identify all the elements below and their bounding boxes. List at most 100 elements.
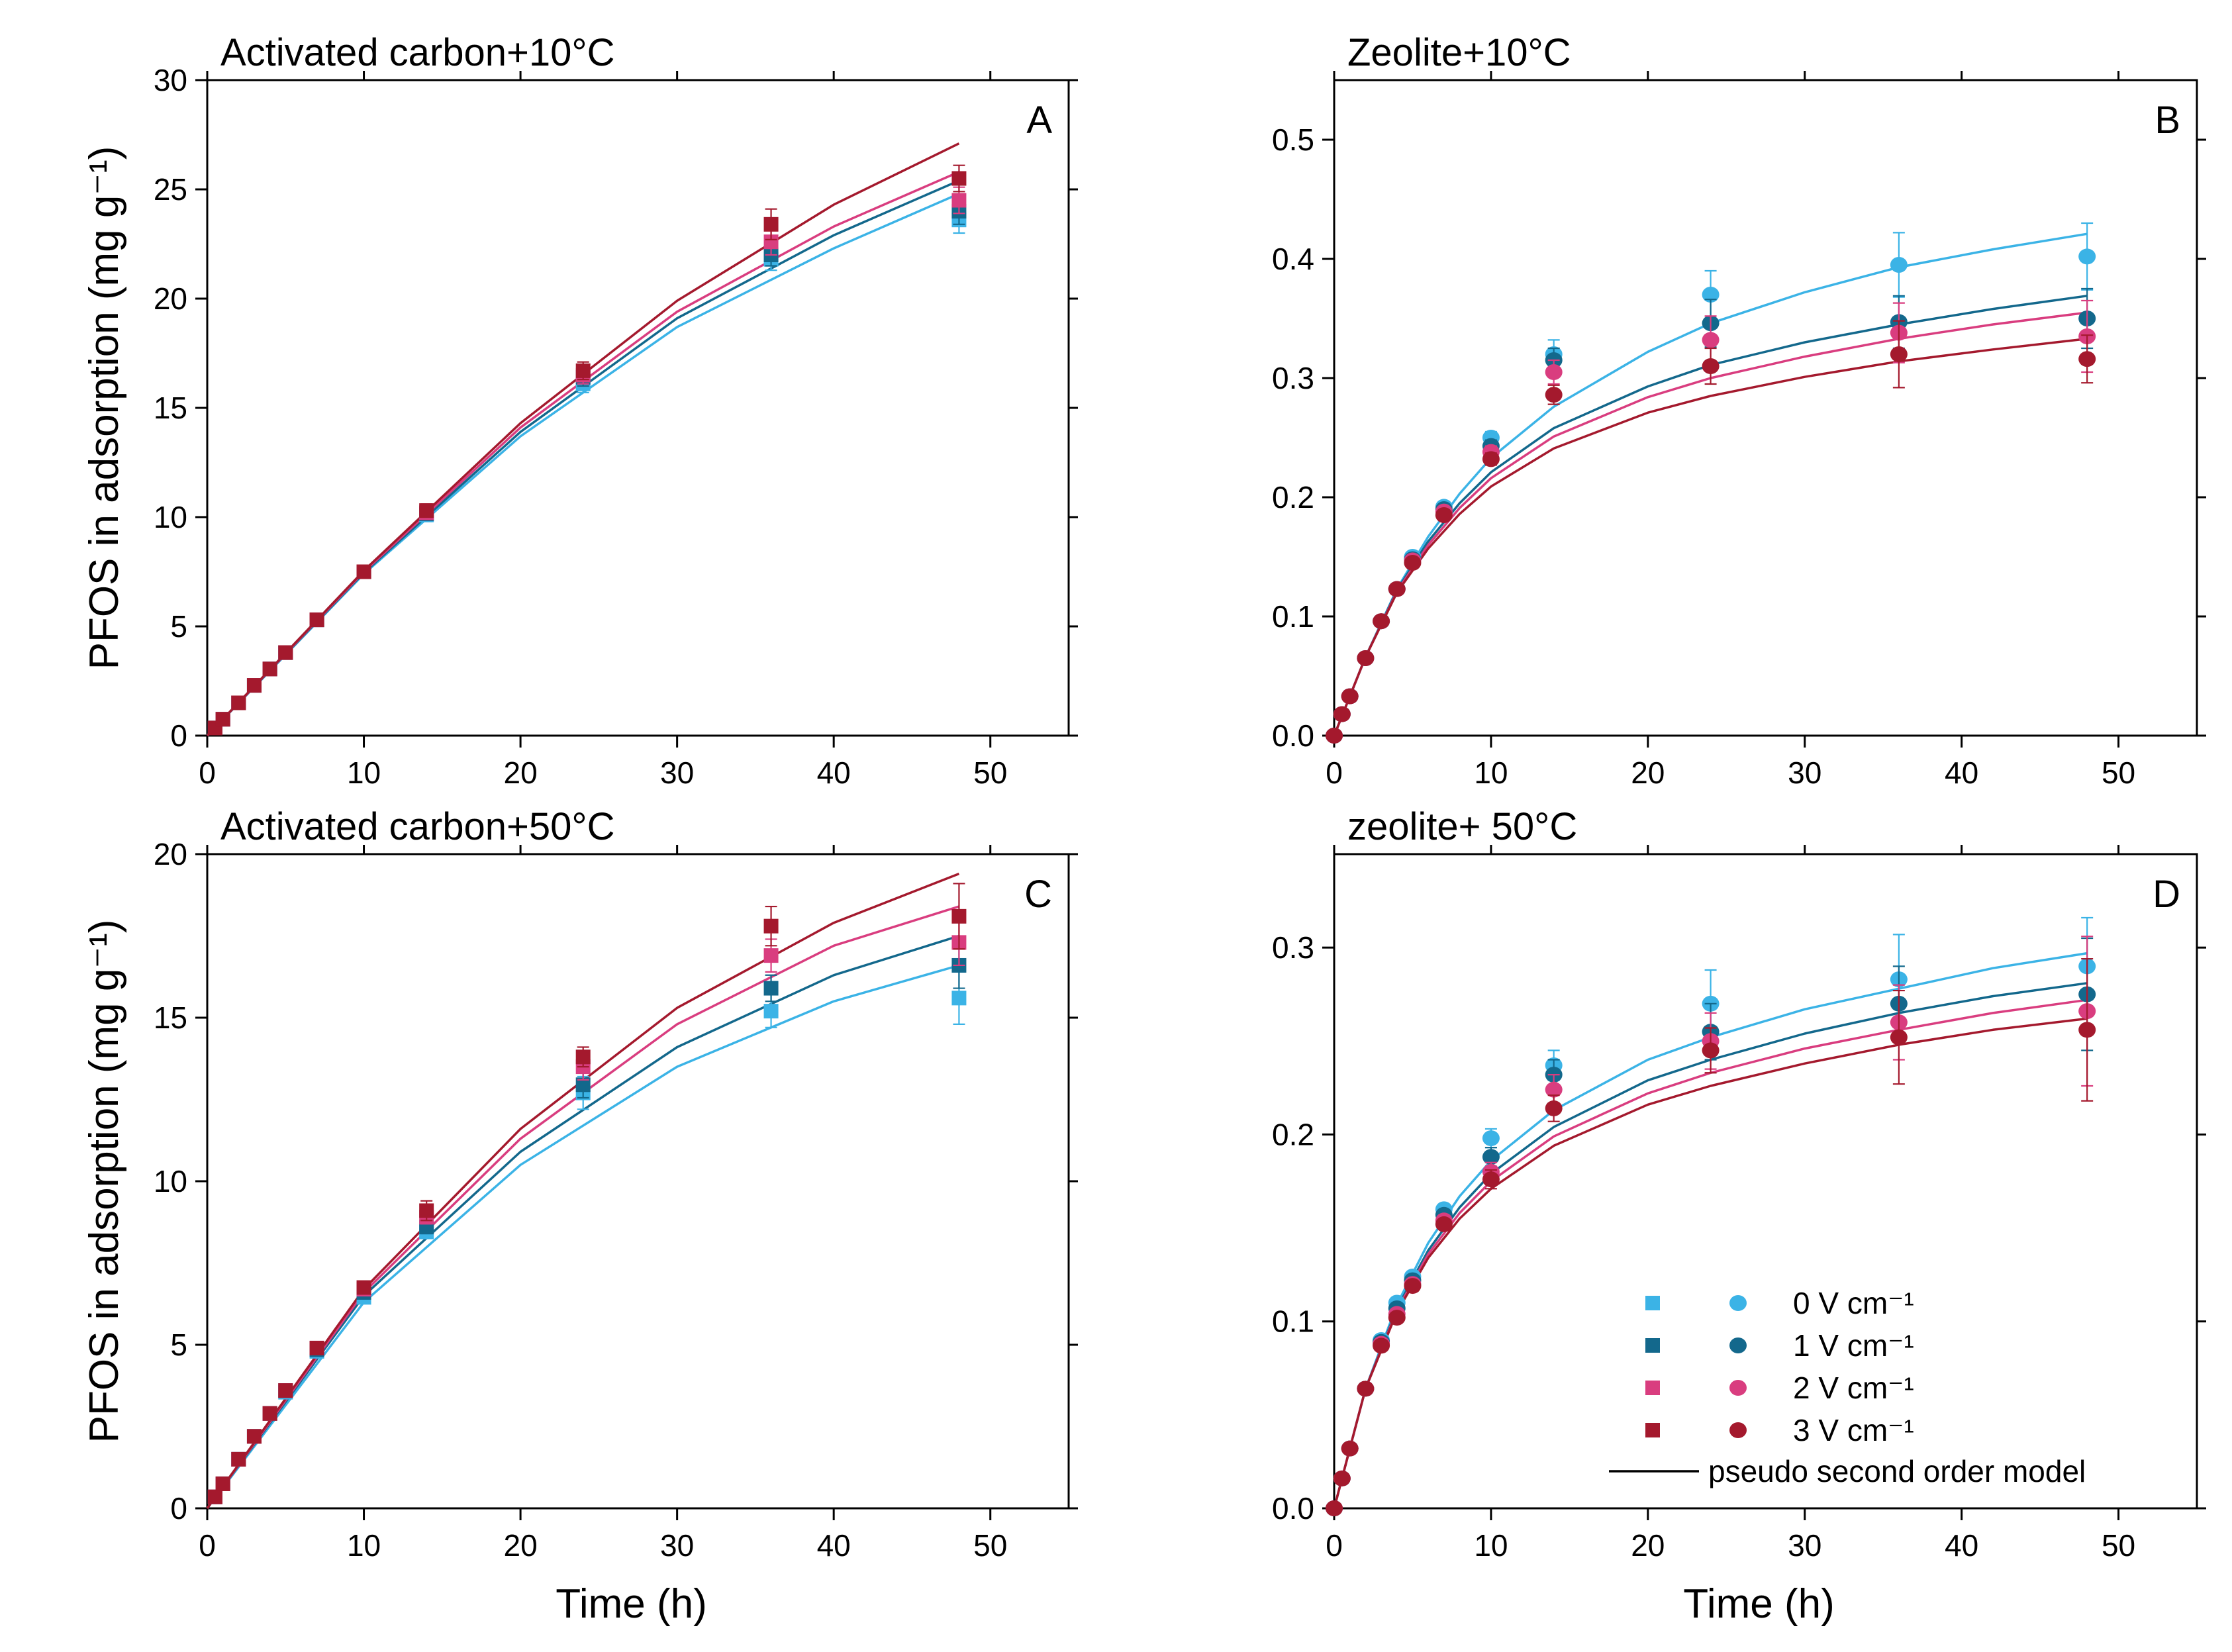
data-point-series-3 [2078, 351, 2096, 367]
data-point-series-3 [246, 1429, 262, 1444]
chart-title: Activated carbon+50°C [220, 805, 615, 848]
data-point-series-2 [951, 193, 967, 208]
y-tick-label: 5 [170, 609, 187, 644]
panel-letter: A [1026, 99, 1052, 142]
y-tick-label: 0.0 [1272, 1491, 1314, 1526]
x-tick-label: 30 [660, 755, 694, 790]
data-point-series-2 [1545, 1081, 1563, 1098]
x-tick-label: 10 [347, 755, 381, 790]
data-point-series-3 [951, 171, 967, 186]
data-point-series-0 [1702, 287, 1720, 303]
x-tick-label: 30 [1788, 755, 1821, 790]
y-tick-label: 0.0 [1272, 718, 1314, 753]
fit-line-series-2 [206, 905, 959, 1510]
panel-letter: C [1024, 873, 1052, 916]
data-point-series-3 [1388, 581, 1406, 597]
chart-title: Activated carbon+10°C [220, 31, 615, 74]
data-point-series-2 [763, 948, 779, 963]
legend-square-marker [1645, 1338, 1660, 1353]
data-point-series-3 [246, 678, 262, 693]
plot-frame [1333, 853, 2198, 1510]
legend-circle-marker [1729, 1295, 1747, 1311]
panel-a: 0 10 20 30 40 50 0 5 10 15 20 25 30 Activated carbon+… [81, 31, 1078, 790]
data-point-series-3 [309, 1340, 324, 1355]
x-tick-label: 20 [504, 1528, 538, 1563]
x-tick-label: 40 [1945, 755, 1978, 790]
data-point-series-3 [1373, 1337, 1390, 1354]
data-point-series-3 [575, 1049, 591, 1065]
x-tick-label: 20 [504, 755, 538, 790]
legend-label: 0 V cm⁻¹ [1793, 1286, 1914, 1320]
plot-frame [1333, 79, 2198, 737]
data-point-series-1 [763, 981, 779, 996]
x-tick-label: 30 [660, 1528, 694, 1563]
data-point-series-3 [309, 612, 324, 628]
x-tick-label: 20 [1631, 755, 1665, 790]
chart-title: zeolite+ 50°C [1347, 805, 1577, 848]
y-tick-label: 10 [154, 1164, 187, 1198]
y-tick-label: 0.4 [1272, 242, 1314, 276]
y-tick-label: 0.2 [1272, 480, 1314, 514]
data-point-series-3 [1435, 1216, 1453, 1232]
data-point-series-2 [1545, 364, 1563, 380]
data-point-series-3 [1482, 451, 1500, 467]
data-point-series-3 [356, 1280, 371, 1295]
data-point-series-2 [763, 234, 779, 250]
x-tick-label: 30 [1788, 1528, 1821, 1563]
legend-circle-marker [1729, 1380, 1747, 1396]
panel-d: 0 10 20 30 40 50 0.0 0.1 0.2 0.3 zeolite+ 50°C D Tim… [1272, 805, 2206, 1627]
data-point-series-3 [1545, 387, 1563, 403]
x-tick-label: 50 [2102, 1528, 2135, 1563]
data-point-series-0 [763, 1004, 779, 1019]
fit-line-series-1 [206, 934, 959, 1510]
data-point-series-3 [1388, 1310, 1406, 1326]
panel-b: 0 10 20 30 40 50 0.0 0.1 0.2 0.3 0.4 0.5 Zeolite+10°… [1272, 31, 2206, 790]
y-tick-label: 0.2 [1272, 1117, 1314, 1151]
data-point-series-3 [1341, 1440, 1359, 1457]
x-tick-label: 40 [817, 755, 851, 790]
data-point-series-3 [262, 661, 277, 677]
x-tick-label: 10 [1474, 1528, 1508, 1563]
legend-label: 3 V cm⁻¹ [1793, 1413, 1914, 1447]
legend-square-marker [1645, 1423, 1660, 1437]
legend-label: 2 V cm⁻¹ [1793, 1371, 1914, 1405]
data-point-series-3 [1435, 507, 1453, 523]
x-axis-label: Time (h) [1683, 1581, 1834, 1627]
data-point-series-1 [1482, 1149, 1500, 1165]
x-tick-label: 0 [199, 1528, 216, 1563]
data-point-series-0 [1890, 257, 1908, 273]
data-point-series-3 [207, 1489, 222, 1504]
y-tick-label: 20 [154, 837, 187, 871]
fit-line-series-3 [206, 142, 960, 737]
y-tick-label: 0.1 [1272, 599, 1314, 634]
data-point-series-3 [215, 712, 230, 727]
x-tick-label: 50 [973, 755, 1007, 790]
data-point-series-3 [1702, 1042, 1720, 1059]
data-point-series-3 [215, 1476, 230, 1491]
data-point-series-1 [575, 1077, 591, 1093]
data-point-series-3 [763, 217, 779, 232]
x-tick-label: 10 [1474, 755, 1508, 790]
x-tick-label: 40 [1945, 1528, 1978, 1563]
data-point-series-3 [1545, 1100, 1563, 1116]
y-axis-label: PFOS in adsorption (mg g⁻¹) [81, 920, 127, 1443]
data-point-series-3 [1890, 346, 1908, 362]
x-tick-label: 50 [2102, 755, 2135, 790]
legend-square-marker [1645, 1296, 1660, 1310]
y-tick-label: 15 [154, 391, 187, 425]
x-tick-label: 50 [973, 1528, 1007, 1563]
data-point-series-3 [1326, 1500, 1343, 1516]
x-tick-label: 10 [347, 1528, 381, 1563]
data-point-series-3 [1357, 650, 1375, 666]
data-point-series-0 [2078, 248, 2096, 265]
data-point-series-3 [1404, 1278, 1422, 1294]
y-tick-label: 0.3 [1272, 361, 1314, 395]
data-point-series-3 [1333, 706, 1351, 722]
data-point-series-3 [763, 918, 779, 934]
y-tick-label: 25 [154, 172, 187, 207]
data-point-series-3 [1333, 1470, 1351, 1486]
data-point-series-3 [1357, 1381, 1375, 1397]
panel-letter: B [2155, 99, 2180, 142]
